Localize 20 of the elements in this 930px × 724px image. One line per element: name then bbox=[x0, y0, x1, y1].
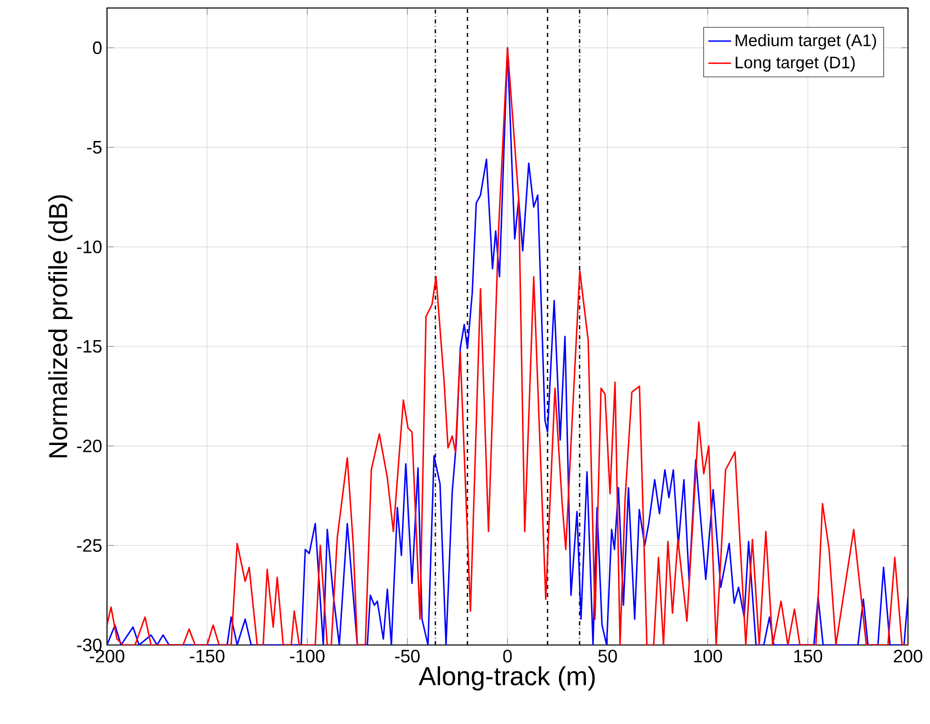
x-tick-label: 150 bbox=[794, 650, 822, 662]
x-tick-label: -150 bbox=[190, 650, 224, 662]
x-tick-label: 100 bbox=[694, 650, 722, 662]
y-tick-label: -25 bbox=[77, 539, 102, 552]
x-tick-label: -50 bbox=[395, 650, 420, 662]
y-tick-label: 0 bbox=[92, 41, 102, 54]
y-tick-label: -5 bbox=[87, 141, 102, 154]
x-tick-label: -100 bbox=[290, 650, 325, 662]
y-tick-label: -10 bbox=[77, 240, 102, 254]
y-tick-label: -15 bbox=[77, 340, 102, 353]
legend-label: Long target (D1) bbox=[736, 56, 855, 72]
x-tick-label: 200 bbox=[894, 650, 922, 662]
y-axis-title: Normalized profile (dB) bbox=[48, 195, 72, 458]
x-tick-label: 0 bbox=[503, 650, 512, 662]
x-axis-title: Along-track (m) bbox=[418, 666, 595, 691]
legend-label: Medium target (A1) bbox=[736, 34, 876, 50]
y-tick-label: -30 bbox=[77, 638, 102, 652]
x-tick-label: 50 bbox=[598, 650, 617, 662]
x-tick-label: -200 bbox=[90, 650, 124, 662]
y-tick-label: -20 bbox=[77, 440, 102, 452]
